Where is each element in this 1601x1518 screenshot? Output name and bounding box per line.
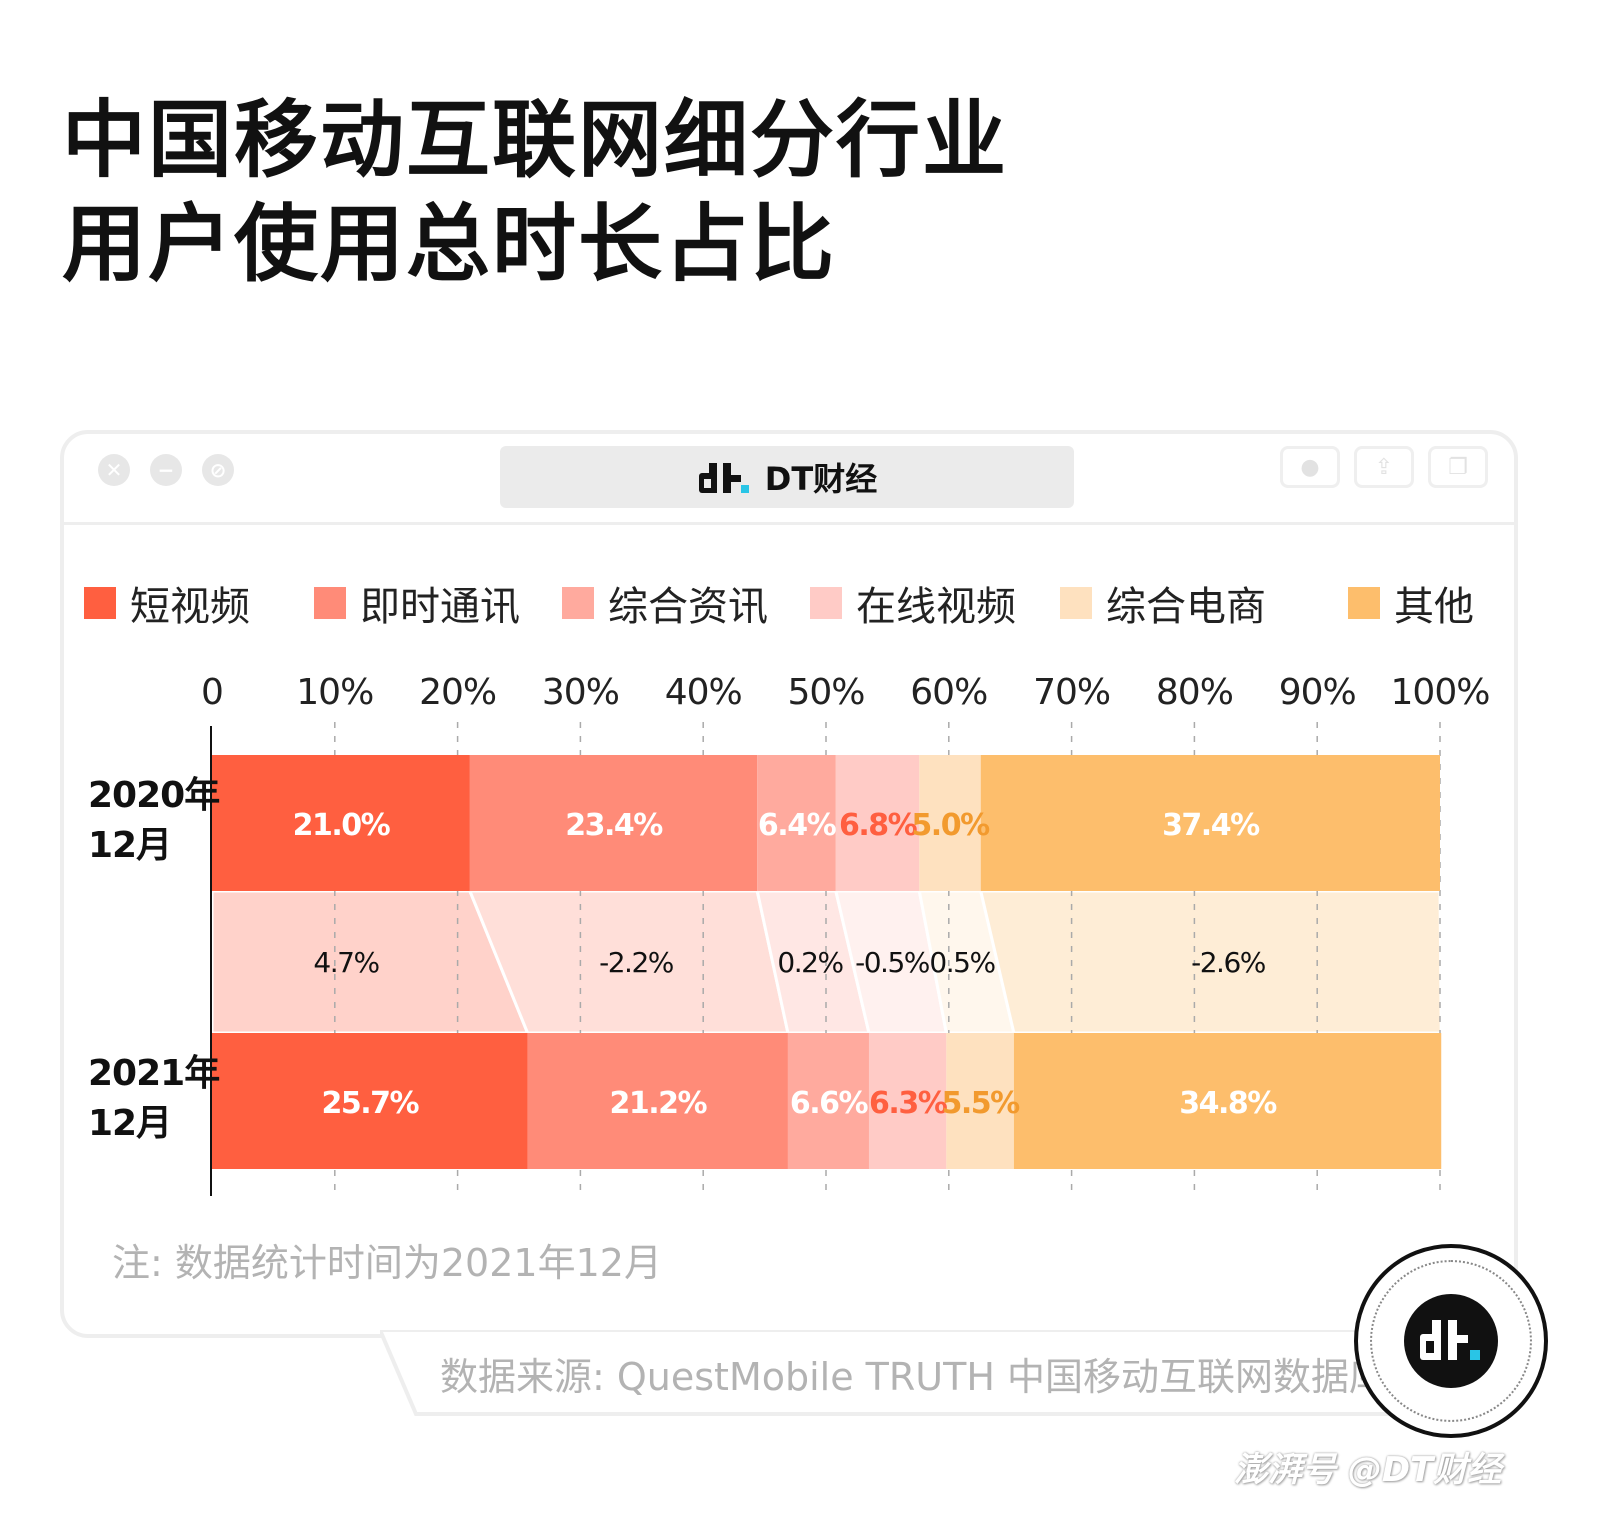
- minimize-icon[interactable]: −: [150, 454, 182, 486]
- address-bar[interactable]: DT财经: [500, 446, 1074, 508]
- value-label: 5.0%: [911, 808, 990, 843]
- chart-note: 注: 数据统计时间为2021年12月: [112, 1241, 662, 1285]
- data-source: 数据来源: QuestMobile TRUTH 中国移动互联网数据库: [440, 1355, 1387, 1399]
- bar-segment: [212, 1033, 528, 1169]
- bar-segment: [757, 755, 836, 891]
- x-tick-label: 60%: [910, 672, 987, 713]
- value-label: 34.8%: [1179, 1086, 1277, 1121]
- tabs-icon[interactable]: ❐: [1428, 446, 1488, 488]
- window-separator: [64, 522, 1514, 525]
- window-controls: ✕ − ⊘: [98, 454, 234, 486]
- value-label: 6.3%: [869, 1086, 948, 1121]
- legend-swatch: [84, 587, 116, 619]
- value-label: 6.8%: [839, 808, 918, 843]
- x-tick-label: 10%: [296, 672, 373, 713]
- legend-item-ecommerce: 综合电商: [1060, 574, 1266, 632]
- badge-core: [1404, 1294, 1498, 1388]
- value-label: 6.4%: [758, 808, 837, 843]
- bar-segment: [527, 1033, 788, 1169]
- x-tick-label: 70%: [1033, 672, 1110, 713]
- close-icon[interactable]: ✕: [98, 454, 130, 486]
- bar-segment: [980, 755, 1440, 891]
- legend-swatch: [810, 587, 842, 619]
- value-label: 23.4%: [565, 808, 663, 843]
- x-tick-label: 20%: [419, 672, 496, 713]
- legend-label: 其他: [1394, 584, 1474, 630]
- change-label: 4.7%: [313, 946, 379, 979]
- x-tick-label: 30%: [542, 672, 619, 713]
- legend-label: 即时通讯: [360, 584, 520, 630]
- x-tick-label: 80%: [1156, 672, 1233, 713]
- value-label: 21.2%: [609, 1086, 707, 1121]
- legend-label: 短视频: [130, 584, 250, 630]
- x-tick-label: 90%: [1279, 672, 1356, 713]
- legend-item-other: 其他: [1348, 574, 1474, 632]
- share-icon[interactable]: ⇪: [1354, 446, 1414, 488]
- change-label: 0.2%: [777, 946, 843, 979]
- category-label: 2020年: [88, 775, 219, 816]
- legend-item-online-video: 在线视频: [810, 574, 1016, 632]
- bar-segment: [212, 755, 470, 891]
- bar-segment: [868, 1033, 947, 1169]
- x-tick-label: 0: [201, 672, 223, 713]
- legend-swatch: [314, 587, 346, 619]
- page-title: 中国移动互联网细分行业 用户使用总时长占比: [62, 88, 1008, 296]
- bar-segment: [1013, 1033, 1442, 1169]
- legend-label: 综合资讯: [608, 584, 768, 630]
- address-text: DT财经: [764, 460, 878, 498]
- dt-badge: [1354, 1244, 1548, 1438]
- value-label: 37.4%: [1162, 808, 1260, 843]
- value-label: 6.6%: [790, 1086, 869, 1121]
- category-label: 2021年: [88, 1053, 219, 1094]
- badge-ring: [1370, 1260, 1532, 1422]
- category-label: 12月: [88, 825, 171, 866]
- value-label: 5.5%: [942, 1086, 1021, 1121]
- source-banner: [380, 1330, 1440, 1416]
- legend-swatch: [1060, 587, 1092, 619]
- value-label: 25.7%: [322, 1086, 420, 1121]
- legend-label: 在线视频: [856, 584, 1016, 630]
- category-label: 12月: [88, 1103, 171, 1144]
- legend-item-short-video: 短视频: [84, 574, 250, 632]
- bar-segment: [469, 755, 758, 891]
- change-label: 0.5%: [929, 946, 995, 979]
- change-label: -0.5%: [855, 946, 930, 979]
- chart-legend: 短视频 即时通讯 综合资讯 在线视频 综合电商 其他: [84, 574, 1484, 630]
- x-tick-label: 40%: [665, 672, 742, 713]
- x-tick-label: 100%: [1391, 672, 1490, 713]
- title-line-1: 中国移动互联网细分行业: [62, 91, 1009, 189]
- change-label: -2.2%: [599, 946, 674, 979]
- window-buttons: ● ⇪ ❐: [1280, 446, 1488, 488]
- bar-segment: [946, 1033, 1014, 1169]
- title-line-2: 用户使用总时长占比: [62, 195, 837, 293]
- change-label: -2.6%: [1191, 946, 1266, 979]
- legend-label: 综合电商: [1106, 584, 1266, 630]
- bar-segment: [919, 755, 981, 891]
- watermark: 澎湃号 @DT财经: [1234, 1450, 1502, 1490]
- legend-swatch: [562, 587, 594, 619]
- legend-swatch: [1348, 587, 1380, 619]
- record-icon[interactable]: ●: [1280, 446, 1340, 488]
- bar-segment: [787, 1033, 869, 1169]
- legend-item-news: 综合资讯: [562, 574, 768, 632]
- dt-badge-logo-icon: [1420, 1320, 1480, 1360]
- bar-segment: [835, 755, 920, 891]
- legend-item-im: 即时通讯: [314, 574, 520, 632]
- value-label: 21.0%: [293, 808, 391, 843]
- block-icon[interactable]: ⊘: [202, 454, 234, 486]
- dt-logo-icon: [698, 463, 749, 493]
- x-tick-label: 50%: [787, 672, 864, 713]
